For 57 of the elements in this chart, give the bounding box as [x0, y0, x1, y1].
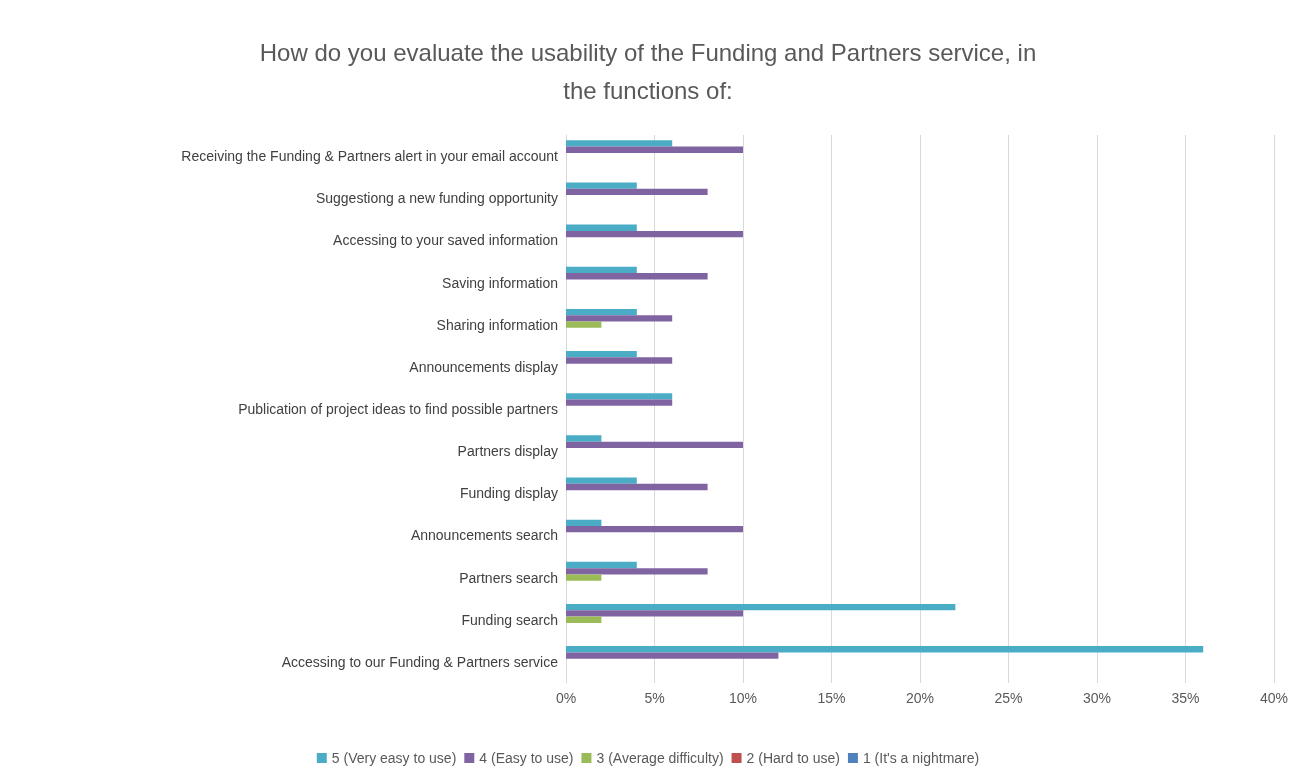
y-tick-label: Sharing information	[436, 316, 558, 333]
y-tick-label: Publication of project ideas to find possible partners	[238, 401, 558, 417]
legend-label: 2 (Hard to use)	[746, 750, 840, 766]
y-tick-label: Accessing to our Funding & Partners service	[281, 653, 559, 670]
bar	[566, 519, 602, 526]
bar	[566, 441, 743, 448]
y-tick-label: Receiving the Funding & Partners alert in your email account	[181, 148, 559, 165]
bar	[566, 574, 602, 581]
bar	[566, 357, 673, 364]
bar	[566, 399, 673, 406]
legend-label: 5 (Very easy to use)	[331, 750, 457, 766]
bar	[566, 188, 708, 196]
x-tick-label: 30%	[1082, 690, 1112, 706]
bar	[566, 321, 602, 328]
y-tick-label: Partners search	[459, 569, 558, 586]
bar	[566, 224, 637, 231]
legend-label: 3 (Average difficulty)	[596, 750, 724, 766]
bar	[566, 483, 708, 491]
x-tick-label: 35%	[1171, 690, 1200, 706]
y-tick-label: Partners display	[457, 443, 558, 460]
x-tick-label: 40%	[1259, 690, 1289, 706]
bar	[566, 435, 602, 442]
x-tick-label: 0%	[555, 690, 577, 706]
y-tick-label: Saving information	[442, 274, 558, 291]
y-tick-label: Suggestiong a new funding opportunity	[315, 190, 558, 207]
bar	[566, 646, 1204, 653]
bar	[566, 525, 743, 533]
bar	[566, 315, 673, 322]
bar	[566, 561, 637, 569]
x-tick-label: 5%	[644, 690, 665, 706]
bar	[566, 351, 637, 358]
bar	[566, 393, 673, 400]
bar	[566, 603, 956, 611]
bar	[566, 182, 637, 189]
x-tick-label: 10%	[728, 690, 758, 706]
x-tick-label: 15%	[817, 690, 846, 706]
bar	[566, 308, 637, 316]
x-tick-label: 20%	[905, 690, 935, 706]
y-tick-label: Funding display	[459, 485, 558, 502]
bar	[566, 652, 779, 659]
y-tick-label: Announcements search	[410, 527, 558, 544]
y-tick-label: Announcements display	[409, 358, 558, 375]
bar	[566, 477, 637, 484]
bar	[566, 568, 708, 575]
y-tick-label: Funding search	[461, 611, 558, 628]
legend-label: 1 (It's a nightmare)	[862, 750, 980, 766]
x-tick-label: 25%	[994, 690, 1023, 706]
bar	[566, 616, 602, 623]
bar	[566, 266, 637, 274]
legend-label: 4 (Easy to use)	[479, 750, 574, 766]
bar	[566, 610, 743, 617]
chart-title: How do you evaluate the usability of the Funding and Partners service, in the functions of:	[259, 38, 1037, 104]
bar	[566, 146, 743, 153]
bar	[566, 230, 743, 238]
bar	[566, 273, 708, 280]
bar	[566, 140, 673, 147]
y-tick-label: Accessing to your saved information	[333, 232, 558, 249]
